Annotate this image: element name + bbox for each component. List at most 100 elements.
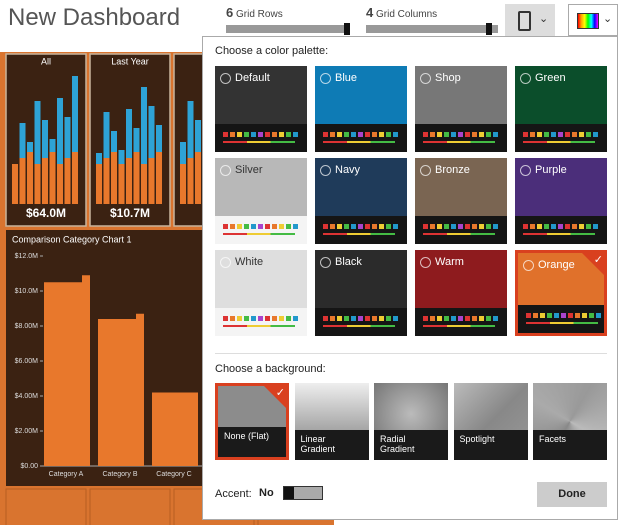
swatch bbox=[351, 224, 356, 229]
palette-name: Warm bbox=[435, 256, 464, 268]
y-tick-label: $2.00M bbox=[15, 428, 39, 435]
swatch bbox=[544, 132, 549, 137]
swatch bbox=[537, 224, 542, 229]
swatch bbox=[472, 316, 477, 321]
background-tile[interactable]: None (Flat) bbox=[215, 383, 289, 460]
palette-name: Silver bbox=[235, 164, 263, 176]
mini-bar-orange bbox=[64, 158, 71, 204]
x-tick-label: Category A bbox=[49, 471, 84, 478]
mini-bar-blue bbox=[141, 87, 147, 164]
swatch bbox=[265, 316, 270, 321]
grid-columns-label: Grid Columns bbox=[376, 9, 438, 20]
swatch bbox=[372, 224, 377, 229]
swatch bbox=[444, 224, 449, 229]
palette-tile[interactable]: Orange bbox=[515, 250, 607, 336]
palette-button[interactable]: ⌄ bbox=[568, 4, 618, 36]
swatch bbox=[465, 224, 470, 229]
swatch bbox=[279, 316, 284, 321]
swatch bbox=[551, 132, 556, 137]
swatch bbox=[530, 132, 535, 137]
background-tile[interactable]: Linear Gradient bbox=[294, 383, 369, 460]
swatch-strip bbox=[315, 308, 407, 336]
swatch bbox=[337, 224, 342, 229]
tile-label: All bbox=[41, 56, 51, 66]
background-name: Spotlight bbox=[453, 430, 528, 460]
swatch bbox=[586, 132, 591, 137]
palette-icon bbox=[520, 73, 531, 84]
swatch bbox=[286, 132, 291, 137]
background-tile[interactable]: Facets bbox=[533, 383, 607, 460]
swatch bbox=[365, 316, 370, 321]
palette-tile[interactable]: Default bbox=[215, 66, 307, 152]
palette-name: White bbox=[235, 256, 264, 268]
palette-tile[interactable]: Purple bbox=[515, 158, 607, 244]
palette-tile[interactable]: Silver bbox=[215, 158, 307, 244]
mini-bar-orange bbox=[133, 152, 140, 204]
swatch bbox=[330, 132, 335, 137]
swatch bbox=[344, 316, 349, 321]
background-tile[interactable]: Radial Gradient bbox=[374, 383, 448, 460]
device-button[interactable]: ⌄ bbox=[505, 4, 555, 36]
background-tile[interactable]: Spotlight bbox=[453, 383, 528, 460]
swatch bbox=[558, 224, 563, 229]
palette-tile[interactable]: Black bbox=[315, 250, 407, 336]
mini-bar-orange bbox=[111, 152, 117, 204]
swatch bbox=[258, 316, 263, 321]
swatch bbox=[579, 132, 584, 137]
phone-icon bbox=[518, 11, 531, 31]
swatch bbox=[237, 224, 242, 229]
swatch bbox=[530, 224, 535, 229]
grid-columns-slider[interactable] bbox=[366, 23, 498, 35]
palette-name: Black bbox=[335, 256, 362, 268]
chevron: ⌄ bbox=[539, 13, 549, 25]
bar bbox=[136, 313, 144, 466]
mini-bar-orange bbox=[156, 152, 162, 204]
done-button[interactable]: Done bbox=[537, 482, 607, 507]
swatch-strip bbox=[415, 124, 507, 152]
palette-tile[interactable]: Warm bbox=[415, 250, 507, 336]
swatch bbox=[572, 132, 577, 137]
palette-tile[interactable]: Green bbox=[515, 66, 607, 152]
accent-value: No bbox=[259, 487, 274, 499]
palette-icon bbox=[220, 257, 231, 268]
swatch-strip bbox=[215, 124, 307, 152]
mini-bar-orange bbox=[34, 164, 41, 204]
swatch bbox=[423, 224, 428, 229]
palette-tile[interactable]: Bronze bbox=[415, 158, 507, 244]
palette-tile[interactable]: Shop bbox=[415, 66, 507, 152]
swatch-strip bbox=[215, 308, 307, 336]
swatch bbox=[330, 224, 335, 229]
swatch bbox=[223, 316, 228, 321]
swatch bbox=[265, 224, 270, 229]
palette-tile[interactable]: Navy bbox=[315, 158, 407, 244]
palette-tile[interactable]: White bbox=[215, 250, 307, 336]
swatch bbox=[365, 224, 370, 229]
swatch bbox=[351, 132, 356, 137]
background-heading: Choose a background: bbox=[215, 363, 326, 375]
swatch-strip bbox=[415, 308, 507, 336]
swatch bbox=[279, 224, 284, 229]
swatch bbox=[437, 224, 442, 229]
swatch bbox=[237, 132, 242, 137]
palette-icon bbox=[220, 73, 231, 84]
bar bbox=[190, 392, 198, 466]
grid-rows-slider[interactable] bbox=[226, 23, 350, 35]
swatch bbox=[465, 132, 470, 137]
swatch bbox=[223, 132, 228, 137]
swatch-line bbox=[323, 233, 395, 235]
swatch bbox=[589, 313, 594, 318]
palette-tile[interactable]: Blue bbox=[315, 66, 407, 152]
swatch bbox=[575, 313, 580, 318]
swatch bbox=[386, 316, 391, 321]
swatch bbox=[272, 132, 277, 137]
mini-bar-orange bbox=[49, 152, 56, 204]
palette-icon bbox=[320, 165, 331, 176]
x-tick-label: Category C bbox=[156, 471, 191, 478]
swatch bbox=[423, 132, 428, 137]
swatch bbox=[251, 316, 256, 321]
accent-toggle[interactable] bbox=[283, 486, 323, 500]
swatch bbox=[265, 132, 270, 137]
slider-thumb bbox=[344, 23, 350, 35]
palette-name: Green bbox=[535, 72, 566, 84]
